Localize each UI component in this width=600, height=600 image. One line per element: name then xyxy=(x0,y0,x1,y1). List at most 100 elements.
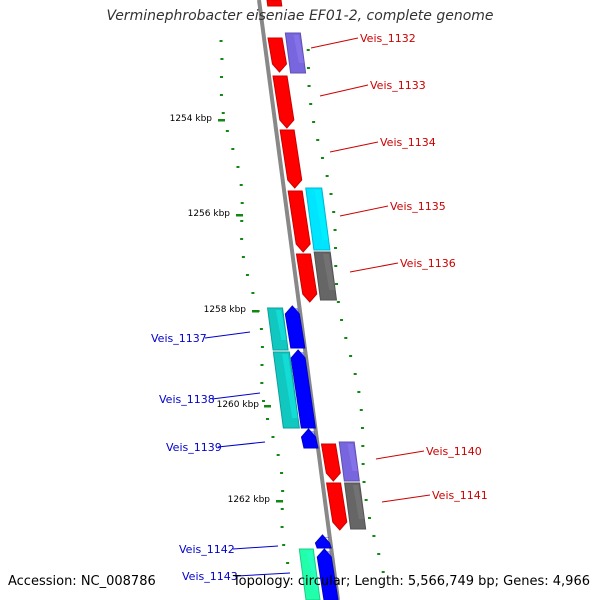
feature-block-purple-2[interactable] xyxy=(338,441,360,482)
feature-block-cyan[interactable] xyxy=(305,187,331,251)
gene-block-veis-1134[interactable] xyxy=(279,129,303,189)
gc-mark xyxy=(262,400,266,402)
gene-block-veis-1138[interactable] xyxy=(290,349,316,429)
label-leader-line xyxy=(319,84,369,97)
gc-mark xyxy=(334,247,338,249)
gc-mark xyxy=(240,238,244,240)
gc-mark xyxy=(361,445,365,447)
gc-mark xyxy=(307,85,311,87)
gc-mark xyxy=(353,373,357,375)
feature-block-gray-1[interactable] xyxy=(313,251,338,301)
gene-label-veis-1138[interactable]: Veis_1138 xyxy=(159,393,215,406)
gene-label-veis-1133[interactable]: Veis_1133 xyxy=(370,79,426,92)
gene-label-veis-1140[interactable]: Veis_1140 xyxy=(426,445,482,458)
feature-block-gray-2-highlight xyxy=(352,485,365,519)
gc-mark xyxy=(368,517,372,519)
gc-mark xyxy=(349,355,353,357)
label-leader-line xyxy=(310,37,359,49)
gene-block-veis-1141-highlight xyxy=(334,485,346,520)
feature-block-teal-1[interactable] xyxy=(266,307,289,351)
gene-label-veis-1137[interactable]: Veis_1137 xyxy=(151,332,207,345)
gc-mark xyxy=(240,202,244,204)
gene-block-veis-1139[interactable] xyxy=(300,428,319,449)
feature-block-gray-2[interactable] xyxy=(344,482,367,530)
feature-block-teal-2-highlight xyxy=(282,354,298,418)
gc-mark xyxy=(329,193,333,195)
scale-track: 1254 kbp 1256 kbp 1258 kbp 1260 kbp 1262 kbp xyxy=(170,114,283,505)
scale-label: 1254 kbp xyxy=(170,114,213,124)
gene-block-veis-1143-highlight xyxy=(324,551,337,590)
gc-mark xyxy=(340,319,344,321)
gc-mark xyxy=(320,157,324,159)
gc-mark xyxy=(306,67,310,69)
gc-mark xyxy=(280,508,284,510)
gene-block-upstream-highlight xyxy=(274,0,280,2)
gene-block-veis-1133-highlight xyxy=(280,78,293,118)
gene-label-veis-1135[interactable]: Veis_1135 xyxy=(390,200,446,213)
gc-mark xyxy=(219,40,223,42)
scale-label: 1258 kbp xyxy=(204,305,247,315)
gc-mark xyxy=(336,301,340,303)
gene-block-veis-1143[interactable] xyxy=(316,548,339,600)
accession-text: Accession: NC_008786 xyxy=(8,574,156,589)
gc-mark xyxy=(362,481,366,483)
feature-block-purple-1[interactable] xyxy=(284,32,307,74)
gc-mark xyxy=(359,409,363,411)
gc-mark xyxy=(309,103,313,105)
gene-block-veis-1136[interactable] xyxy=(295,253,318,303)
label-leader-line xyxy=(349,262,399,273)
gene-block-veis-1132[interactable] xyxy=(267,37,288,73)
gc-mark xyxy=(219,76,223,78)
gc-mark xyxy=(266,418,270,420)
gene-block-veis-1138-highlight xyxy=(298,352,314,418)
gc-mark xyxy=(281,490,285,492)
gc-mark xyxy=(334,265,338,267)
gene-block-veis-1133[interactable] xyxy=(272,75,295,129)
gc-mark xyxy=(344,337,348,339)
feature-block-purple-1-highlight xyxy=(293,35,305,63)
label-leader-line xyxy=(339,205,389,217)
gene-label-veis-1142[interactable]: Veis_1142 xyxy=(179,543,235,556)
gene-block-upstream[interactable] xyxy=(266,0,283,7)
gene-label-veis-1141[interactable]: Veis_1141 xyxy=(432,489,488,502)
gc-mark xyxy=(282,544,286,546)
feature-block-gray-1-highlight xyxy=(322,254,335,290)
feature-block-green-highlight xyxy=(306,551,319,590)
gene-block-veis-1141[interactable] xyxy=(326,482,348,531)
gc-mark xyxy=(219,94,223,96)
scale-tick xyxy=(218,119,225,122)
gc-mark xyxy=(241,256,245,258)
gc-mark xyxy=(260,382,264,384)
gc-mark xyxy=(325,175,329,177)
feature-block-teal-2[interactable] xyxy=(272,351,300,429)
gene-label-veis-1143[interactable]: Veis_1143 xyxy=(182,570,238,583)
label-leader-line xyxy=(375,450,425,460)
gene-label-veis-1132[interactable]: Veis_1132 xyxy=(360,32,416,45)
gc-mark xyxy=(276,454,280,456)
gene-block-veis-1137[interactable] xyxy=(284,305,306,349)
gc-mark xyxy=(364,499,368,501)
gc-mark xyxy=(360,427,364,429)
gene-block-veis-1140-highlight xyxy=(329,446,339,471)
gene-block-veis-1135[interactable] xyxy=(287,190,311,253)
feature-block-green[interactable] xyxy=(298,548,321,600)
gc-mark xyxy=(306,49,310,51)
gc-mark xyxy=(280,526,284,528)
gene-block-veis-1142-highlight xyxy=(323,537,330,538)
gc-mark xyxy=(361,463,365,465)
gene-label-veis-1136[interactable]: Veis_1136 xyxy=(400,257,456,270)
gc-mark xyxy=(357,391,361,393)
gc-mark xyxy=(220,58,224,60)
gene-label-veis-1139[interactable]: Veis_1139 xyxy=(166,441,222,454)
gene-block-veis-1142[interactable] xyxy=(314,534,332,549)
genome-summary-text: Topology: circular; Length: 5,566,749 bp… xyxy=(232,574,590,589)
gc-mark xyxy=(236,166,240,168)
label-leader-line xyxy=(236,572,291,577)
gene-block-veis-1140[interactable] xyxy=(320,443,341,482)
label-leader-line xyxy=(211,392,261,400)
gene-block-veis-1137-highlight xyxy=(292,308,304,338)
gc-mark xyxy=(239,184,243,186)
gene-label-veis-1134[interactable]: Veis_1134 xyxy=(380,136,436,149)
gene-block-veis-1132-highlight xyxy=(275,40,286,62)
